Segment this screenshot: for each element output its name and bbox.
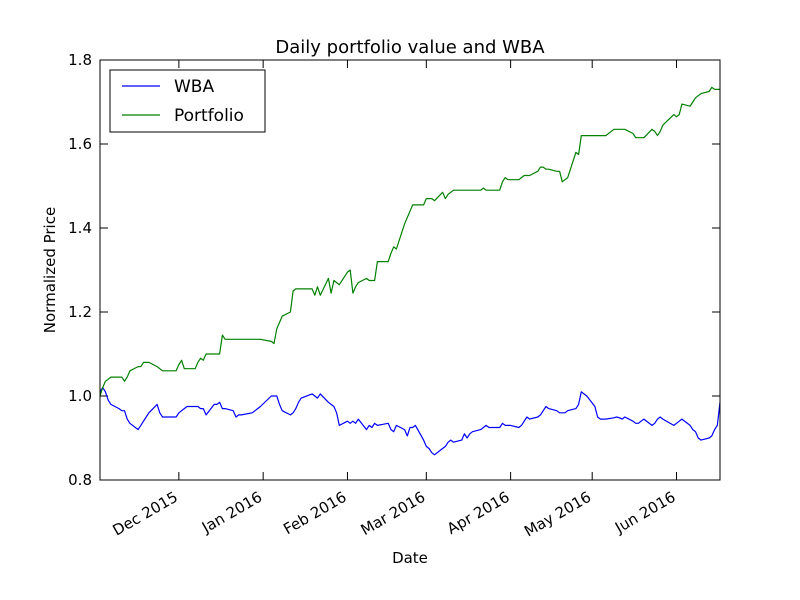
x-tick-label: Jun 2016 xyxy=(611,488,678,537)
legend-label-wba: WBA xyxy=(174,77,214,97)
x-tick-label: Jan 2016 xyxy=(198,488,265,537)
x-tick-label: Mar 2016 xyxy=(358,488,429,539)
y-tick-label: 1.2 xyxy=(68,303,92,321)
legend: WBA Portfolio xyxy=(109,69,266,133)
x-axis-label: Date xyxy=(392,549,428,567)
legend-box xyxy=(109,69,266,133)
plot-frame xyxy=(99,59,721,481)
y-tick-label: 1.4 xyxy=(68,219,92,237)
y-tick-label: 1.0 xyxy=(68,387,92,405)
y-axis-label: Normalized Price xyxy=(41,207,59,333)
x-tick-label: May 2016 xyxy=(521,488,594,541)
x-tick-label: Dec 2015 xyxy=(110,488,181,540)
chart-title: Daily portfolio value and WBA xyxy=(275,37,545,58)
y-tick-label: 1.6 xyxy=(68,135,92,153)
x-tick-label: Feb 2016 xyxy=(280,488,349,538)
legend-label-portfolio: Portfolio xyxy=(174,106,244,126)
series-line-wba xyxy=(99,387,721,456)
series-layer xyxy=(99,86,721,456)
series-line-portfolio xyxy=(99,86,720,397)
y-tick-label: 1.8 xyxy=(68,51,92,69)
y-tick-label: 0.8 xyxy=(68,471,92,489)
x-tick-label: Apr 2016 xyxy=(444,488,513,538)
